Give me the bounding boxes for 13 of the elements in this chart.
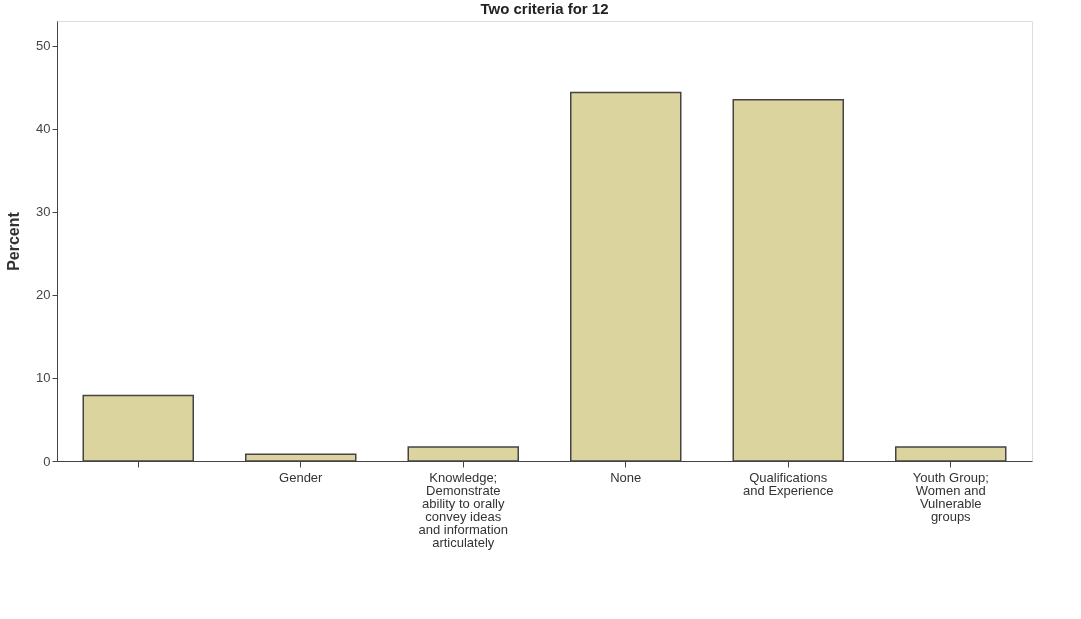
x-tick-label: Knowledge; Demonstrate ability to orally convey ideas and information articulately	[418, 469, 509, 550]
x-tick-label: Gender	[279, 469, 324, 485]
x-tick-label: Youth Group; Women and Vulnerable groups	[912, 469, 989, 524]
y-tick-label: 0	[43, 453, 51, 469]
y-tick-label: 10	[36, 370, 51, 386]
x-tick-label: Qualifications and Experience	[743, 469, 834, 498]
y-tick-label: 20	[36, 287, 51, 303]
x-tick-label: None	[610, 469, 642, 485]
y-tick-label: 50	[36, 38, 51, 54]
y-tick-label: 40	[36, 121, 51, 137]
y-axis-title: Percent	[5, 211, 23, 271]
chart-title: Two criteria for 12	[480, 0, 609, 17]
y-tick-label: 30	[36, 204, 51, 220]
